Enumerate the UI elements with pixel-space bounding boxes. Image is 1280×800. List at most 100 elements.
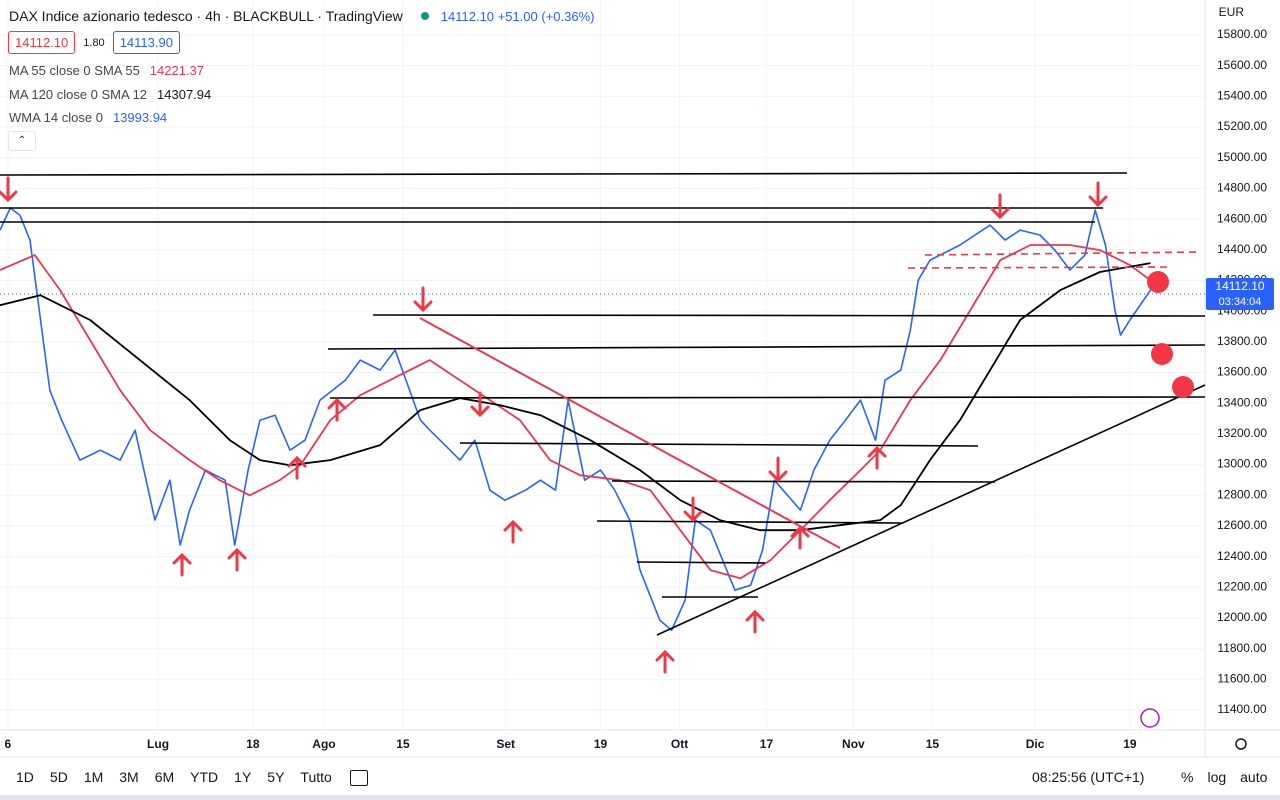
bid[interactable]: 14112.10 — [8, 31, 76, 54]
plot — [0, 0, 1205, 730]
y-tick-label: 13200.00 — [1217, 426, 1267, 440]
scale-option[interactable]: % — [1181, 769, 1194, 785]
clock: 08:25:56 (UTC+1) — [1032, 769, 1145, 785]
y-tick-label: 12400.00 — [1217, 549, 1267, 563]
arrows — [0, 176, 1108, 674]
y-tick-label: 11600.00 — [1217, 672, 1266, 686]
compare-icon[interactable] — [350, 770, 368, 786]
x-tick-label: 15 — [396, 737, 410, 751]
range-button[interactable]: Tutto — [300, 769, 332, 785]
range-button[interactable]: 3M — [119, 769, 139, 785]
currency[interactable]: EUR — [1219, 5, 1245, 19]
x-tick-label: Ago — [312, 737, 335, 751]
y-tick-label: 13800.00 — [1217, 334, 1267, 348]
header: DAX Indice azionario tedesco · 4h · BLAC… — [9, 8, 594, 24]
x-tick-label: 19 — [594, 737, 608, 751]
range-button[interactable]: YTD — [190, 769, 219, 785]
range-button[interactable]: 1D — [16, 769, 34, 785]
hline — [596, 520, 904, 524]
dot — [1172, 376, 1194, 398]
spread: 1.80 — [83, 36, 105, 49]
arrow-up — [745, 609, 765, 634]
y-tick-label: 15600.00 — [1217, 58, 1267, 72]
y-tick-label: 13000.00 — [1217, 457, 1267, 471]
dot — [1151, 343, 1173, 365]
ask[interactable]: 14113.90 — [112, 31, 180, 54]
range-button[interactable]: 1M — [83, 769, 104, 785]
x-tick-label: Set — [496, 737, 515, 751]
hline — [0, 172, 1128, 176]
x-tick-label: 6 — [5, 737, 12, 751]
y-tick-label: 15400.00 — [1217, 89, 1267, 103]
y-tick-label: 15800.00 — [1217, 27, 1267, 41]
arrow-up — [227, 547, 247, 572]
arrow-up — [790, 525, 810, 550]
x-tick-label: 19 — [1123, 737, 1137, 751]
y-tick-label: 12000.00 — [1217, 610, 1267, 624]
trendline — [656, 384, 1206, 636]
arrow-down — [0, 176, 18, 203]
scale-option[interactable]: auto — [1240, 769, 1268, 785]
indicator-value: 13993.94 — [112, 110, 168, 125]
range-buttons: 1D 5D 1M 3M 6M YTD 1Y 5Y Tutto — [16, 769, 332, 785]
arrow-up — [867, 445, 887, 470]
scale-options: % log auto — [1181, 769, 1267, 785]
drawings — [0, 172, 1206, 636]
price-tag-label: 14112.10 — [1215, 279, 1264, 293]
y-tick-label: 15000.00 — [1217, 150, 1267, 164]
indicator[interactable]: MA 55 close 0 SMA 55 14221.37 — [9, 63, 204, 78]
arrow-down — [683, 496, 703, 523]
lightning-icon[interactable] — [1140, 708, 1160, 728]
indicator-value: 14221.37 — [149, 63, 205, 78]
indicator-label: WMA 14 close 0 — [9, 110, 103, 125]
trendline — [419, 317, 841, 549]
hline — [636, 561, 766, 564]
y-tick-label: 12600.00 — [1217, 518, 1267, 532]
quote: 14112.10 +51.00 (+0.36%) — [440, 8, 595, 24]
range-button[interactable]: 5Y — [267, 769, 285, 785]
arrow-up — [287, 455, 307, 480]
range-button[interactable]: 5D — [49, 769, 68, 785]
range-button[interactable]: 6M — [154, 769, 175, 785]
status-dot — [420, 12, 429, 20]
x-tick-label: 15 — [926, 737, 940, 751]
x-tick-label: 18 — [246, 737, 260, 751]
x-tick-label: Dic — [1026, 737, 1045, 751]
y-tick-label: 14800.00 — [1217, 181, 1267, 195]
collapse-button[interactable]: ⌃ — [8, 131, 36, 151]
dot — [1147, 271, 1169, 293]
x-tick-label: Nov — [842, 737, 865, 751]
price-tag — [1206, 277, 1274, 310]
price-line — [0, 207, 1152, 632]
indicator[interactable]: MA 120 close 0 SMA 12 14307.94 — [9, 87, 211, 102]
price-line — [0, 262, 1151, 532]
indicator[interactable]: WMA 14 close 0 13993.94 — [9, 110, 167, 125]
range-button[interactable]: 1Y — [234, 769, 252, 785]
y-tick-label: 14600.00 — [1217, 211, 1267, 225]
arrow-down — [990, 193, 1010, 220]
dashed-line — [907, 266, 1171, 269]
settings-icon[interactable] — [1235, 738, 1247, 750]
y-tick-label: 15200.00 — [1217, 119, 1267, 133]
arrow-up — [327, 397, 347, 422]
arrow-up — [655, 649, 675, 674]
dashed-line — [924, 251, 1201, 256]
x-tick-label: 17 — [760, 737, 774, 751]
y-tick-label: 12800.00 — [1217, 487, 1267, 501]
bid-ask: 14112.10 1.80 14113.90 — [8, 31, 180, 54]
x-tick-label: Lug — [147, 737, 169, 751]
x-tick-label: Ott — [671, 737, 688, 751]
countdown: 03:34:04 — [1219, 296, 1262, 308]
scale-option[interactable]: log — [1207, 769, 1227, 785]
arrow-down — [1088, 181, 1108, 208]
title: DAX Indice azionario tedesco · 4h · BLAC… — [9, 8, 403, 24]
indicator-label: MA 55 close 0 SMA 55 — [9, 63, 140, 78]
arrow-up — [172, 552, 192, 577]
y-tick-label: 13400.00 — [1217, 395, 1267, 409]
indicator-value: 14307.94 — [157, 87, 212, 102]
price-line — [0, 244, 1152, 580]
arrow-down — [768, 456, 788, 483]
hline — [329, 396, 1206, 399]
